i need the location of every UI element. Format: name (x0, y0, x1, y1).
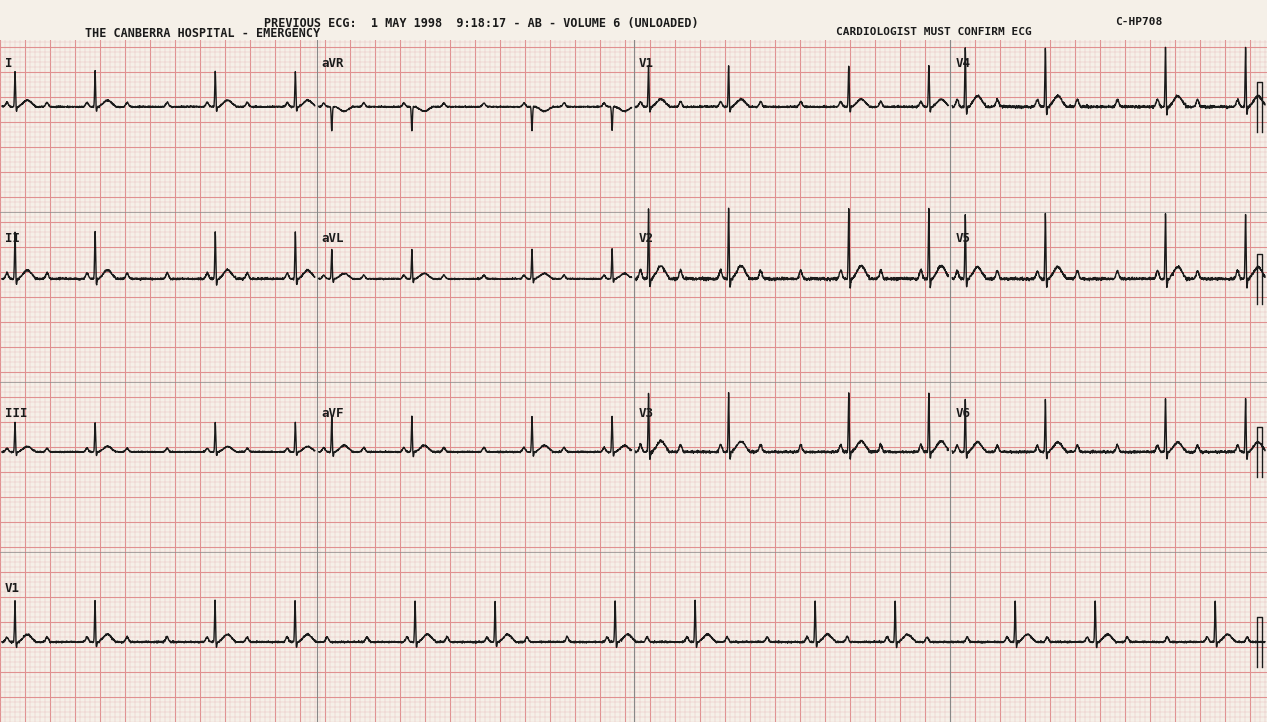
Text: V3: V3 (639, 407, 654, 420)
Text: C-HP708: C-HP708 (1115, 17, 1162, 27)
Text: THE CANBERRA HOSPITAL - EMERGENCY: THE CANBERRA HOSPITAL - EMERGENCY (85, 27, 321, 40)
Text: V6: V6 (955, 407, 971, 420)
Text: V5: V5 (955, 232, 971, 245)
Text: PREVIOUS ECG:  1 MAY 1998  9:18:17 - AB - VOLUME 6 (UNLOADED): PREVIOUS ECG: 1 MAY 1998 9:18:17 - AB - … (264, 17, 699, 30)
Text: I: I (5, 57, 13, 70)
Text: V2: V2 (639, 232, 654, 245)
Text: V1: V1 (5, 582, 20, 595)
Text: CARDIOLOGIST MUST CONFIRM ECG: CARDIOLOGIST MUST CONFIRM ECG (836, 27, 1031, 38)
Text: aVF: aVF (322, 407, 345, 420)
Text: III: III (5, 407, 28, 420)
Text: II: II (5, 232, 20, 245)
Text: aVR: aVR (322, 57, 345, 70)
Text: V4: V4 (955, 57, 971, 70)
Text: aVL: aVL (322, 232, 345, 245)
Text: V1: V1 (639, 57, 654, 70)
